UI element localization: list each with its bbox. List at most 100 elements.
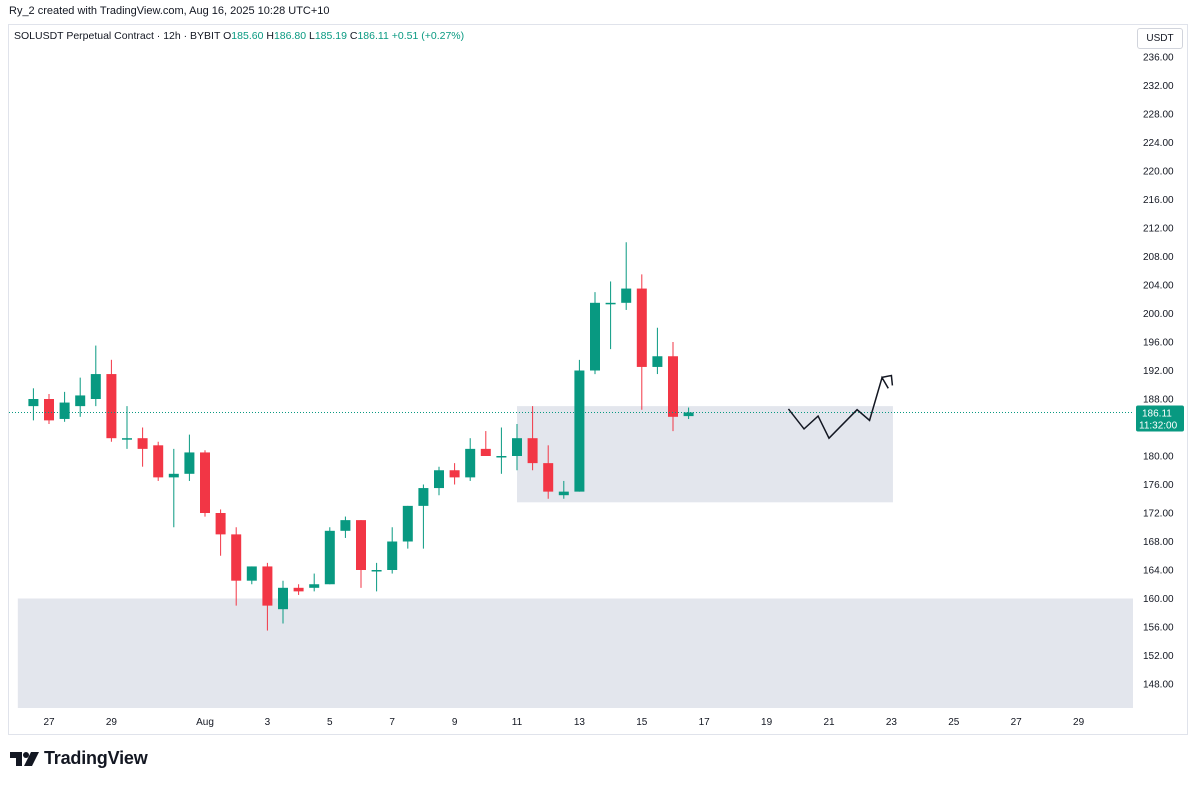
- time-tick-label: 3: [265, 717, 271, 728]
- chart-caption: Ry_2 created with TradingView.com, Aug 1…: [9, 5, 330, 17]
- time-tick-label: Aug: [196, 717, 214, 728]
- candle-27: [449, 463, 460, 485]
- close-label: C: [349, 30, 358, 42]
- candle-body: [137, 438, 148, 449]
- candle-4: [90, 345, 101, 407]
- candle-body: [480, 448, 491, 456]
- candle-body: [215, 513, 226, 535]
- overlays-layer: [9, 374, 1133, 440]
- candle-34: [558, 480, 569, 499]
- projection-path: [787, 375, 889, 440]
- candle-17: [293, 584, 304, 595]
- price-tick-label: 176.00: [1143, 480, 1174, 491]
- candle-21: [356, 520, 366, 588]
- candle-body: [168, 473, 179, 478]
- low-label: L: [308, 30, 315, 42]
- price-tick-label: 180.00: [1143, 452, 1174, 463]
- candle-10: [184, 434, 195, 481]
- price-tick-label: 148.00: [1143, 680, 1174, 691]
- close-value: 186.11: [357, 30, 389, 42]
- symbol-name: SOLUSDT Perpetual Contract · 12h · BYBIT: [14, 30, 221, 42]
- candle-41: [668, 342, 678, 432]
- candle-11: [200, 450, 210, 517]
- price-tick-label: 232.00: [1143, 81, 1174, 92]
- currency-button[interactable]: USDT: [1137, 28, 1183, 49]
- candle-15: [262, 562, 273, 631]
- candle-22: [371, 562, 382, 592]
- candle-39: [636, 274, 647, 410]
- price-tick-label: 196.00: [1143, 338, 1174, 349]
- candle-body: [231, 534, 242, 581]
- candle-38: [621, 242, 632, 310]
- price-tag-bg: [1136, 405, 1184, 432]
- candle-body: [434, 470, 444, 489]
- time-tick-label: 17: [699, 717, 711, 728]
- candles-layer: [28, 242, 694, 631]
- candle-13: [231, 527, 242, 606]
- candle-33: [543, 445, 554, 499]
- candle-18: [309, 573, 320, 592]
- candle-body: [371, 570, 382, 572]
- candle-0: [28, 388, 39, 421]
- candle-26: [434, 466, 444, 496]
- candle-body: [293, 587, 304, 592]
- candle-29: [480, 431, 491, 456]
- candle-body: [59, 402, 70, 419]
- candle-20: [340, 516, 351, 538]
- candle-7: [137, 427, 148, 467]
- price-tick-label: 228.00: [1143, 110, 1174, 121]
- candle-body: [574, 370, 585, 492]
- candle-28: [465, 438, 476, 481]
- price-tick-label: 220.00: [1143, 167, 1174, 178]
- zone-0: [517, 406, 893, 503]
- tradingview-logo-icon: [10, 751, 39, 766]
- time-tick-label: 11: [512, 717, 523, 728]
- price-tick-label: 212.00: [1143, 224, 1174, 235]
- candle-16: [278, 580, 288, 624]
- price-tick-label: 172.00: [1143, 509, 1174, 520]
- time-tick-label: 13: [574, 717, 586, 728]
- time-tick-label: 29: [106, 717, 118, 728]
- candle-14: [246, 566, 257, 585]
- candle-body: [278, 587, 288, 610]
- tradingview-logo: TradingView: [10, 748, 148, 769]
- time-tick-label: 9: [452, 717, 458, 728]
- candle-body: [309, 584, 320, 588]
- candle-body: [512, 438, 522, 456]
- price-tick-label: 204.00: [1143, 281, 1174, 292]
- high-value: 186.80: [273, 30, 307, 42]
- candle-body: [668, 356, 678, 417]
- time-tick-label: 29: [1073, 717, 1085, 728]
- candle-body: [262, 566, 273, 606]
- candle-body: [543, 463, 554, 492]
- candle-2: [59, 391, 70, 422]
- candle-19: [324, 527, 335, 585]
- price-tag-countdown: 11:32:00: [1139, 420, 1178, 431]
- price-tick-label: 160.00: [1143, 594, 1174, 605]
- price-tick-label: 156.00: [1143, 623, 1174, 634]
- candle-body: [636, 288, 647, 367]
- price-tick-label: 152.00: [1143, 651, 1174, 662]
- change-value: +0.51 (+0.27%): [391, 30, 465, 42]
- time-tick-label: 27: [43, 717, 55, 728]
- brand-name: TradingView: [44, 748, 148, 768]
- candle-body: [246, 566, 257, 581]
- candle-body: [106, 374, 117, 439]
- candle-35: [574, 359, 585, 492]
- price-tick-label: 216.00: [1143, 195, 1174, 206]
- candle-body: [90, 374, 101, 399]
- candle-31: [512, 423, 522, 471]
- time-tick-label: 7: [389, 717, 395, 728]
- price-tick-label: 164.00: [1143, 566, 1174, 577]
- candle-body: [153, 445, 164, 478]
- candle-9: [168, 448, 179, 528]
- candle-body: [28, 399, 39, 407]
- zone-1: [17, 598, 1133, 708]
- high-label: H: [266, 30, 274, 42]
- candle-body: [590, 302, 600, 371]
- candle-5: [106, 359, 117, 442]
- candle-body: [605, 302, 616, 305]
- time-tick-label: 15: [636, 717, 648, 728]
